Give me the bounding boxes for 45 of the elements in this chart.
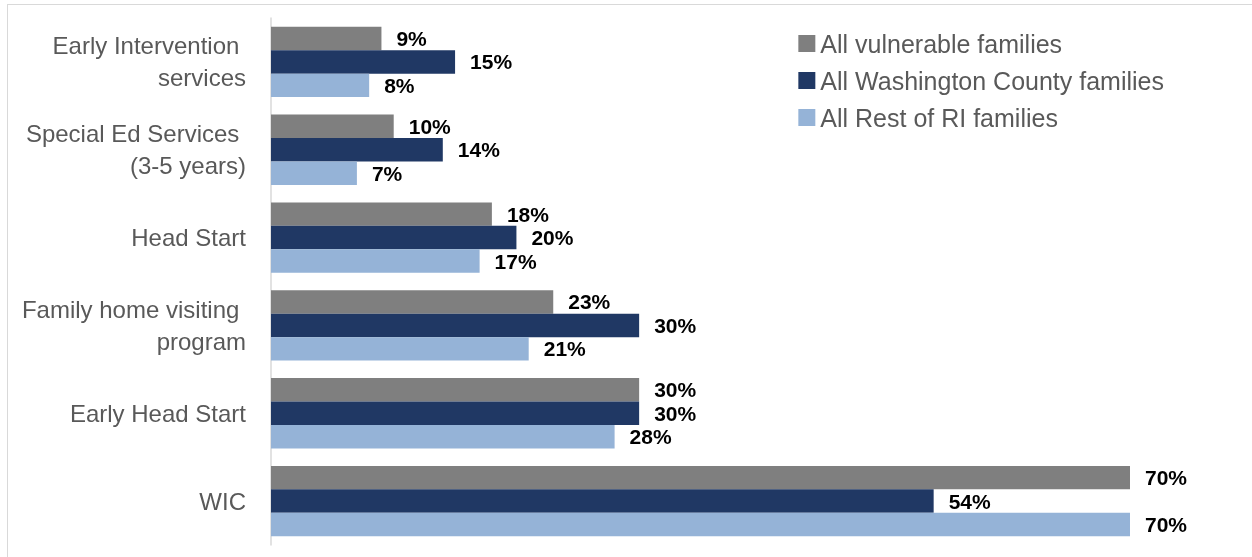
bar <box>271 401 640 425</box>
data-label: 54% <box>948 489 992 513</box>
data-label: 18% <box>506 202 550 226</box>
data-label: 70% <box>1145 513 1188 537</box>
data-label: 23% <box>568 290 611 314</box>
data-label: 70% <box>1145 466 1188 490</box>
bar <box>271 50 456 74</box>
bar <box>271 512 1130 537</box>
bar <box>271 73 370 98</box>
y-tick-label: Early Head Start <box>69 399 247 427</box>
data-label: 14% <box>457 138 501 162</box>
y-tick-label: Family home visiting program <box>21 295 246 355</box>
bar <box>271 202 492 226</box>
bar <box>271 465 1130 490</box>
bar <box>271 337 529 361</box>
data-label: 7% <box>371 161 403 185</box>
data-label: 28% <box>629 425 672 449</box>
data-label: 15% <box>470 50 513 74</box>
y-tick-label: Head Start <box>131 224 247 252</box>
bar <box>271 114 394 139</box>
data-label: 17% <box>494 249 537 273</box>
bar <box>271 161 357 185</box>
bar <box>271 313 640 338</box>
legend-label: All Washington County families <box>820 66 1165 95</box>
bar <box>271 26 382 51</box>
y-tick-label: Special Ed Services (3-5 years) <box>25 120 246 180</box>
legend-label: All Rest of RI families <box>820 103 1058 132</box>
bar <box>271 138 443 162</box>
bar <box>271 489 934 513</box>
data-label: 30% <box>654 401 697 425</box>
bar <box>271 424 615 449</box>
y-tick-label: WIC <box>199 487 246 515</box>
bar <box>271 225 517 250</box>
legend-label: All vulnerable families <box>820 29 1063 58</box>
data-label: 21% <box>543 337 587 361</box>
bar <box>271 290 554 314</box>
bar <box>271 249 480 273</box>
data-label: 20% <box>531 226 574 250</box>
data-label: 10% <box>408 114 452 138</box>
y-tick-label: Early Intervention services <box>52 32 246 92</box>
data-label: 30% <box>654 378 697 402</box>
data-label: 8% <box>384 73 415 97</box>
bar <box>271 378 640 402</box>
data-label: 9% <box>396 26 428 50</box>
data-label: 30% <box>654 313 697 337</box>
